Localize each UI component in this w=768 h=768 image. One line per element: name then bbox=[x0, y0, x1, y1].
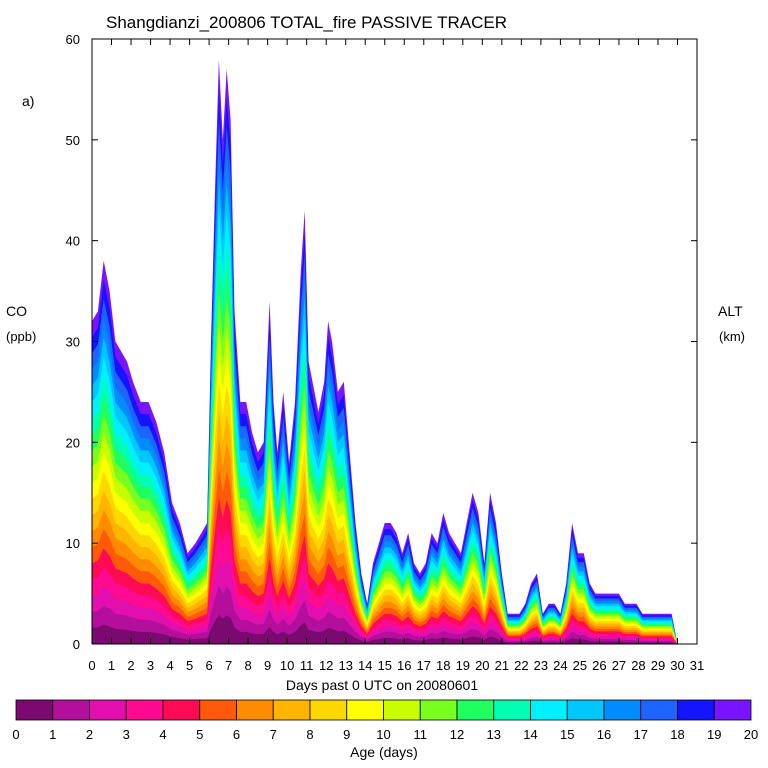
colorbar-swatch-0 bbox=[15, 699, 54, 721]
x-tick-label: 4 bbox=[166, 658, 173, 673]
x-tick-label: 3 bbox=[147, 658, 154, 673]
y-axis-label-line2: (ppb) bbox=[6, 329, 36, 344]
x-tick-label: 22 bbox=[514, 658, 528, 673]
colorbar-swatch-2 bbox=[89, 699, 127, 721]
x-axis-ticks: 0 1 2 3 4 5 6 7 8 9 10 11 12 13 14 15 16 17 18 19 20 21 22 23 24… bbox=[88, 39, 704, 673]
colorbar-tick-label: 17 bbox=[634, 727, 648, 742]
x-tick-label: 17 bbox=[417, 658, 431, 673]
x-tick-label: 5 bbox=[186, 658, 193, 673]
colorbar-tick-label: 9 bbox=[343, 727, 350, 742]
x-tick-label: 29 bbox=[651, 658, 665, 673]
colorbar-tick-label: 11 bbox=[414, 727, 428, 742]
y-axis-ticks: 0 10 20 30 40 50 60 bbox=[66, 32, 697, 652]
x-tick-label: 16 bbox=[397, 658, 411, 673]
x-tick-label: 1 bbox=[108, 658, 115, 673]
right-axis-label-line1: ALT bbox=[718, 303, 743, 319]
y-tick-label: 60 bbox=[66, 32, 80, 47]
x-tick-label: 27 bbox=[612, 658, 626, 673]
colorbar-tick-label: 18 bbox=[670, 727, 684, 742]
colorbar-swatch-17 bbox=[640, 699, 678, 721]
y-axis-label-line1: CO bbox=[6, 303, 27, 319]
x-tick-label: 19 bbox=[456, 658, 470, 673]
y-tick-label: 10 bbox=[66, 536, 80, 551]
x-tick-label: 7 bbox=[225, 658, 232, 673]
colorbar-swatch-6 bbox=[236, 699, 274, 721]
y-tick-label: 50 bbox=[66, 133, 80, 148]
x-tick-label: 30 bbox=[670, 658, 684, 673]
x-tick-label: 2 bbox=[127, 658, 134, 673]
colorbar-swatch-7 bbox=[272, 699, 311, 721]
colorbar-tick-label: 20 bbox=[744, 727, 758, 742]
x-tick-label: 11 bbox=[300, 658, 314, 673]
x-tick-label: 21 bbox=[495, 658, 509, 673]
colorbar: 0 1 2 3 4 5 6 7 8 9 10 11 12 13 14 15 16 17 18 19 20 bbox=[12, 699, 758, 742]
colorbar-tick-label: 3 bbox=[123, 727, 130, 742]
colorbar-swatch-18 bbox=[677, 699, 715, 721]
age-band-area-0 bbox=[92, 614, 678, 644]
colorbar-swatch-3 bbox=[125, 699, 164, 721]
x-tick-label: 31 bbox=[690, 658, 704, 673]
x-tick-label: 20 bbox=[475, 658, 489, 673]
x-tick-label: 0 bbox=[88, 658, 95, 673]
x-tick-label: 28 bbox=[631, 658, 645, 673]
chart-title: Shangdianzi_200806 TOTAL_fire PASSIVE TR… bbox=[106, 13, 507, 32]
colorbar-swatch-1 bbox=[52, 699, 90, 721]
x-tick-label: 26 bbox=[592, 658, 606, 673]
colorbar-swatch-11 bbox=[419, 699, 458, 721]
x-tick-label: 25 bbox=[573, 658, 587, 673]
colorbar-tick-label: 15 bbox=[560, 727, 574, 742]
colorbar-tick-label: 2 bbox=[86, 727, 93, 742]
colorbar-swatch-14 bbox=[530, 699, 568, 721]
colorbar-tick-label: 13 bbox=[487, 727, 501, 742]
colorbar-swatch-16 bbox=[603, 699, 642, 721]
x-tick-label: 14 bbox=[358, 658, 372, 673]
y-tick-label: 20 bbox=[66, 435, 80, 450]
colorbar-swatch-13 bbox=[493, 699, 531, 721]
colorbar-swatch-19 bbox=[713, 699, 752, 721]
x-axis-label: Days past 0 UTC on 20080601 bbox=[286, 677, 478, 693]
colorbar-tick-label: 5 bbox=[196, 727, 203, 742]
x-tick-label: 24 bbox=[553, 658, 567, 673]
y-tick-label: 0 bbox=[73, 637, 80, 652]
colorbar-tick-label: 8 bbox=[306, 727, 313, 742]
y-tick-label: 30 bbox=[66, 335, 80, 350]
x-tick-label: 10 bbox=[280, 658, 294, 673]
y-tick-label: 40 bbox=[66, 234, 80, 249]
x-tick-label: 8 bbox=[245, 658, 252, 673]
x-tick-label: 12 bbox=[319, 658, 333, 673]
colorbar-swatch-9 bbox=[346, 699, 384, 721]
colorbar-swatch-15 bbox=[566, 699, 605, 721]
x-tick-label: 13 bbox=[338, 658, 352, 673]
colorbar-swatch-12 bbox=[456, 699, 495, 721]
age-band-area-1 bbox=[92, 585, 678, 644]
colorbar-tick-label: 16 bbox=[597, 727, 611, 742]
colorbar-swatch-4 bbox=[162, 699, 201, 721]
colorbar-tick-label: 1 bbox=[49, 727, 56, 742]
x-tick-label: 6 bbox=[205, 658, 212, 673]
right-axis-label-line2: (km) bbox=[719, 329, 745, 344]
x-tick-label: 9 bbox=[264, 658, 271, 673]
colorbar-tick-label: 0 bbox=[12, 727, 19, 742]
colorbar-swatch-8 bbox=[309, 699, 348, 721]
x-tick-label: 15 bbox=[378, 658, 392, 673]
colorbar-tick-label: 19 bbox=[707, 727, 721, 742]
colorbar-tick-label: 7 bbox=[270, 727, 277, 742]
colorbar-tick-label: 10 bbox=[376, 727, 390, 742]
colorbar-tick-label: 6 bbox=[233, 727, 240, 742]
colorbar-label: Age (days) bbox=[350, 744, 418, 760]
plot-area bbox=[92, 59, 678, 645]
colorbar-tick-label: 14 bbox=[523, 727, 537, 742]
x-tick-label: 23 bbox=[534, 658, 548, 673]
colorbar-swatch-10 bbox=[383, 699, 421, 721]
colorbar-swatch-5 bbox=[199, 699, 237, 721]
x-tick-label: 18 bbox=[436, 658, 450, 673]
colorbar-tick-label: 4 bbox=[159, 727, 166, 742]
panel-label: a) bbox=[22, 93, 34, 109]
colorbar-tick-label: 12 bbox=[450, 727, 464, 742]
